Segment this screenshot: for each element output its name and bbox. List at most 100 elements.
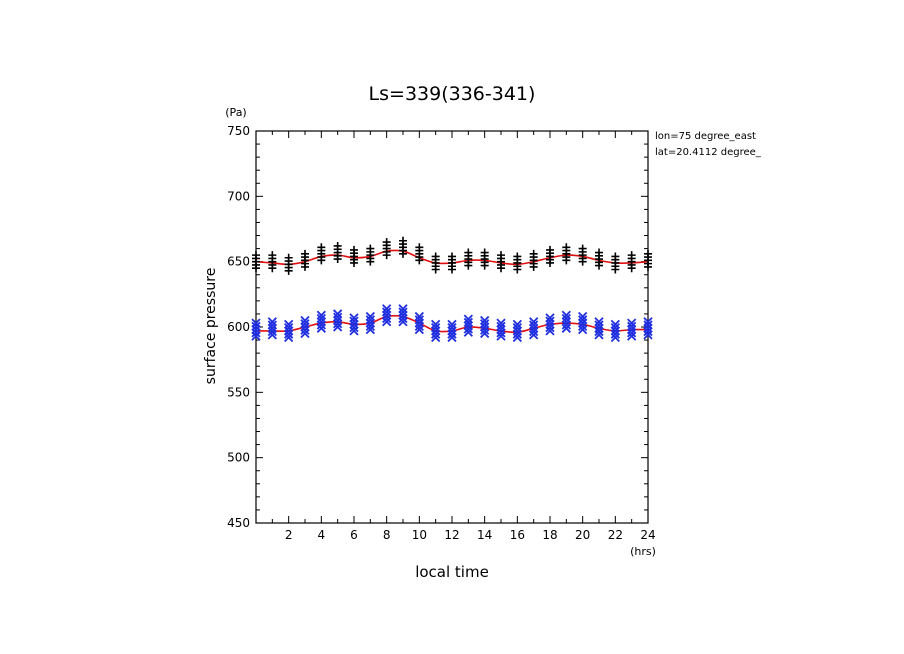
x-unit-label: (hrs): [630, 545, 656, 558]
cross-marker: [480, 319, 490, 329]
cross-marker: [610, 323, 620, 333]
x-tick-label: 24: [640, 528, 655, 542]
x-tick-label: 2: [285, 528, 293, 542]
cross-marker: [398, 307, 408, 317]
cross-marker: [480, 315, 490, 326]
x-tick-label: 16: [510, 528, 525, 542]
cross-marker: [414, 311, 424, 322]
cross-marker: [398, 304, 408, 314]
cross-marker: [529, 317, 539, 327]
cross-marker: [447, 319, 457, 330]
y-axis-label: surface pressure: [203, 268, 219, 385]
y-tick-label: 700: [227, 189, 250, 203]
y-unit-label: (Pa): [225, 106, 246, 119]
cross-marker: [365, 315, 375, 325]
cross-marker: [349, 316, 359, 326]
cross-marker: [300, 315, 310, 326]
cross-marker: [496, 321, 506, 331]
y-tick-label: 450: [227, 516, 250, 530]
x-tick-label: 10: [412, 528, 427, 542]
annotation-lon: lon=75 degree_east: [655, 131, 756, 142]
cross-marker: [594, 320, 604, 330]
cross-marker: [316, 310, 326, 320]
chart-title: Ls=339(336-341): [369, 83, 536, 105]
cross-marker: [512, 319, 522, 330]
annotation-lat: lat=20.4112 degree_: [655, 147, 762, 158]
cross-marker: [251, 318, 261, 328]
cross-marker: [463, 317, 473, 328]
cross-marker: [333, 309, 343, 319]
y-tick-label: 600: [227, 320, 250, 334]
plus-marker: [546, 245, 554, 254]
plus-marker: [578, 244, 587, 253]
y-tick-label: 500: [227, 451, 250, 465]
plus-marker: [252, 251, 260, 260]
plus-marker: [529, 249, 538, 258]
cross-marker: [382, 307, 392, 317]
cross-marker: [578, 311, 588, 322]
cross-marker: [561, 313, 571, 324]
cross-marker: [267, 317, 277, 327]
x-tick-label: 18: [542, 528, 557, 542]
plus-marker: [480, 248, 489, 257]
y-tick-label: 750: [227, 124, 250, 138]
cross-marker: [300, 319, 310, 329]
plus-marker: [497, 251, 505, 260]
plus-marker: [464, 248, 473, 257]
cross-marker: [251, 321, 261, 331]
plus-marker: [366, 244, 375, 253]
plus-marker: [333, 241, 342, 250]
cross-marker: [365, 311, 375, 322]
plus-marker: [611, 252, 620, 261]
cross-marker: [431, 323, 441, 333]
x-tick-label: 14: [477, 528, 492, 542]
plus-marker: [627, 251, 636, 260]
plus-marker: [382, 238, 391, 247]
x-tick-label: 22: [608, 528, 623, 542]
plus-marker: [513, 252, 522, 261]
plus-marker: [448, 252, 456, 261]
cross-marker: [414, 315, 424, 325]
cross-marker: [643, 320, 653, 330]
cross-marker: [578, 315, 588, 325]
plus-marker: [644, 249, 652, 258]
y-tick-label: 550: [227, 385, 250, 399]
x-axis-label: local time: [415, 563, 489, 581]
cross-marker: [267, 320, 277, 330]
plus-marker: [399, 236, 407, 245]
x-tick-label: 12: [444, 528, 459, 542]
plus-marker: [595, 248, 603, 257]
plus-marker: [284, 253, 293, 262]
x-tick-label: 8: [383, 528, 391, 542]
cross-marker: [333, 312, 343, 322]
cross-marker: [529, 320, 539, 330]
cross-marker: [463, 314, 473, 324]
plus-marker: [562, 243, 571, 252]
cross-marker: [431, 319, 441, 330]
cross-marker: [594, 317, 604, 327]
plus-marker: [431, 252, 440, 261]
cross-marker: [447, 323, 457, 333]
cross-marker: [316, 313, 326, 324]
plus-marker: [415, 243, 424, 252]
cross-marker: [284, 323, 294, 333]
x-tick-label: 6: [350, 528, 358, 542]
cross-marker: [496, 318, 506, 328]
y-tick-label: 650: [227, 255, 250, 269]
plus-marker: [268, 251, 277, 260]
cross-marker: [382, 304, 392, 314]
cross-marker: [512, 323, 522, 333]
plus-marker: [301, 249, 309, 258]
cross-marker: [627, 321, 637, 331]
cross-marker: [545, 316, 555, 326]
cross-marker: [561, 310, 571, 320]
cross-marker: [610, 319, 620, 330]
plus-marker: [317, 243, 326, 252]
x-tick-label: 20: [575, 528, 590, 542]
cross-marker: [349, 313, 359, 323]
cross-marker: [627, 318, 637, 328]
cross-marker: [545, 313, 555, 323]
x-tick-label: 4: [318, 528, 326, 542]
